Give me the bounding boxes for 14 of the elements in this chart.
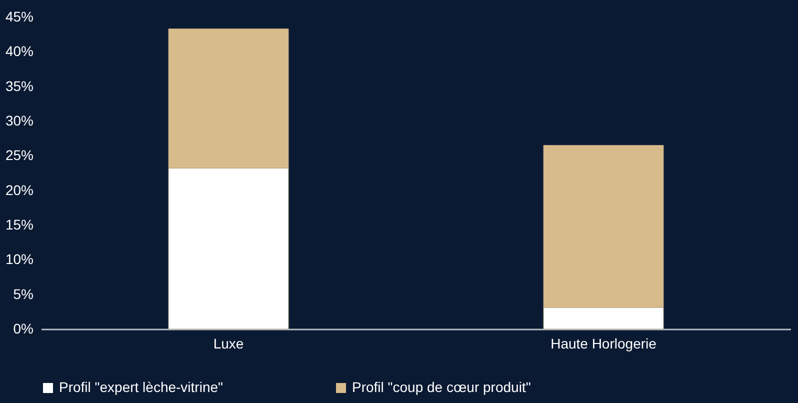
y-tick-label: 35% (5, 78, 34, 94)
x-tick-label: Haute Horlogerie (550, 336, 657, 352)
y-tick-label: 0% (13, 320, 34, 336)
y-tick-label: 5% (13, 286, 34, 302)
y-tick-label: 25% (5, 147, 34, 164)
y-tick-label: 40% (5, 43, 34, 60)
legend-label: Profil "expert lèche-vitrine" (59, 379, 224, 395)
y-tick-label: 20% (5, 182, 34, 198)
y-tick-label: 45% (5, 8, 34, 24)
y-tick-label: 15% (5, 216, 34, 232)
y-tick-label: 30% (5, 112, 34, 128)
y-tick-label: 10% (5, 251, 34, 268)
x-tick-label: Luxe (213, 336, 244, 352)
legend-label: Profil "coup de cœur produit" (352, 379, 531, 395)
